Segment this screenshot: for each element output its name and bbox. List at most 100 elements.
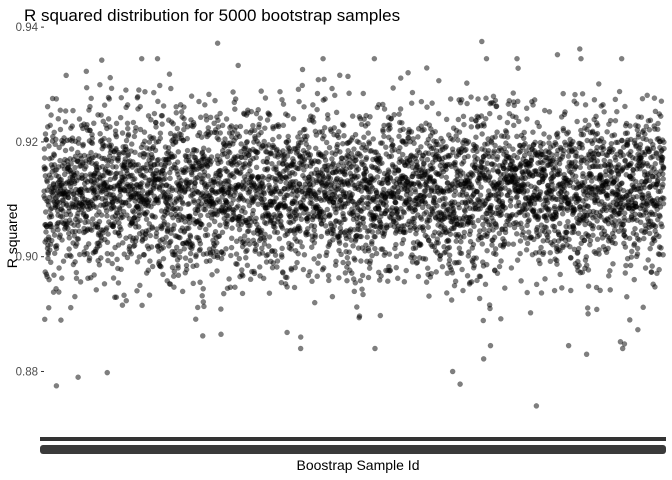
data-point (265, 243, 272, 249)
data-point (47, 259, 54, 266)
data-point (88, 227, 95, 233)
data-point (597, 287, 603, 294)
data-point (351, 146, 357, 152)
data-point (212, 228, 219, 235)
data-point (199, 292, 206, 299)
data-point (107, 124, 113, 130)
data-point (145, 113, 152, 119)
data-point (301, 126, 308, 133)
data-point (138, 205, 144, 212)
data-point (509, 158, 516, 165)
data-point (542, 276, 548, 282)
data-point (656, 266, 662, 273)
data-point (400, 236, 407, 243)
data-point (139, 180, 145, 186)
data-point (284, 284, 290, 290)
data-point (518, 220, 524, 227)
data-point (610, 146, 616, 153)
data-point (167, 238, 174, 245)
data-point (436, 77, 442, 84)
data-point (627, 262, 634, 269)
data-point (582, 117, 589, 124)
data-point (371, 55, 378, 62)
data-point (217, 222, 223, 228)
data-point (456, 259, 462, 266)
data-point (621, 227, 628, 234)
data-point (481, 123, 487, 129)
data-point (359, 200, 366, 207)
data-point (338, 251, 344, 258)
data-point (254, 149, 261, 156)
data-point (379, 140, 385, 146)
data-point (51, 272, 57, 278)
data-point (83, 213, 90, 220)
data-point (608, 140, 615, 147)
data-point (274, 229, 281, 236)
data-point (149, 225, 156, 231)
data-point (75, 236, 82, 242)
data-point (134, 93, 141, 100)
data-point (423, 65, 430, 71)
data-point (372, 233, 378, 240)
data-point (134, 259, 141, 265)
data-point (297, 345, 304, 352)
data-point (109, 260, 116, 267)
data-point (340, 259, 346, 266)
data-point (411, 140, 417, 147)
data-point (154, 55, 161, 62)
data-point (590, 232, 596, 239)
data-point (443, 166, 449, 173)
data-point (652, 160, 659, 167)
data-point (434, 202, 440, 209)
data-point (508, 195, 514, 202)
data-point (612, 157, 619, 163)
data-point (234, 261, 240, 268)
data-point (115, 242, 122, 248)
data-point (652, 284, 658, 290)
data-point (75, 136, 82, 142)
data-point (227, 183, 234, 190)
data-point (455, 116, 462, 123)
data-point (580, 170, 586, 177)
data-point (170, 120, 176, 127)
data-point (501, 285, 508, 291)
data-point (456, 245, 463, 252)
data-point (301, 104, 307, 110)
data-point (137, 126, 144, 133)
data-point (524, 188, 531, 194)
data-point (200, 285, 206, 292)
data-point (53, 96, 60, 102)
data-point (251, 270, 258, 277)
data-point (47, 247, 53, 253)
data-point (76, 228, 83, 235)
data-point (155, 98, 161, 105)
data-point (189, 243, 196, 249)
data-point (198, 134, 205, 140)
data-point (386, 169, 392, 175)
data-point (219, 229, 226, 236)
data-point (452, 278, 459, 285)
data-point (540, 140, 546, 147)
data-point (660, 164, 667, 171)
data-point (119, 130, 126, 136)
data-point (321, 133, 327, 139)
data-point (398, 251, 404, 257)
data-point (116, 232, 123, 239)
data-point (396, 133, 402, 140)
data-point (393, 241, 399, 248)
data-point (97, 81, 103, 88)
data-point (425, 224, 432, 231)
data-point (513, 231, 520, 237)
data-point (342, 242, 349, 248)
data-point (655, 120, 661, 127)
data-point (160, 271, 166, 278)
data-point (222, 136, 228, 142)
data-point (562, 109, 568, 115)
data-point (42, 209, 49, 215)
data-point (367, 113, 373, 120)
data-point (330, 160, 337, 167)
data-point (197, 246, 204, 253)
data-point (323, 150, 329, 156)
data-point (114, 256, 120, 263)
data-point (622, 103, 628, 110)
